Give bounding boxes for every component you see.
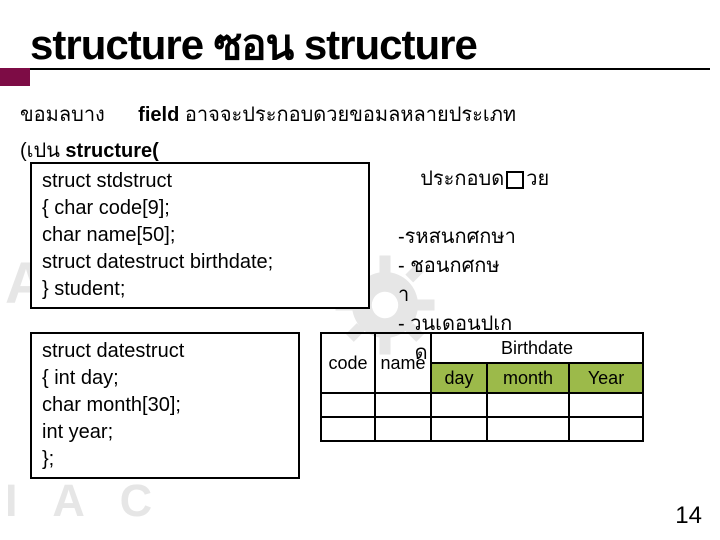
- subtitle-prefix: ขอมลบาง: [20, 104, 105, 126]
- cell: [431, 417, 487, 441]
- bullet-item: -รหสนกศกษา: [398, 223, 549, 252]
- bullet-item: า: [398, 281, 549, 310]
- cell: [431, 393, 487, 417]
- code-line: { int day;: [42, 365, 288, 392]
- th-month: month: [487, 363, 569, 393]
- birthdate-table: code name Birthdate day month Year: [320, 332, 644, 442]
- code-line: struct datestruct: [42, 338, 288, 365]
- code-line: char month[30];: [42, 392, 288, 419]
- th-code: code: [321, 333, 375, 393]
- code-block-datestruct: struct datestruct { int day; char month[…: [30, 332, 300, 479]
- subtitle2-bold: structure(: [65, 140, 158, 162]
- placeholder-glyph-icon: [506, 171, 524, 189]
- subtitle2-prefix: (เปน: [20, 140, 65, 162]
- cell: [487, 417, 569, 441]
- cell: [569, 417, 643, 441]
- page-title: structure ซอน structure: [30, 12, 700, 78]
- cell: [487, 393, 569, 417]
- bullet-text: วย: [526, 168, 549, 190]
- cell: [569, 393, 643, 417]
- code-line: { char code[9];: [42, 195, 358, 222]
- bg-letters: I A C: [5, 475, 164, 527]
- cell: [321, 417, 375, 441]
- bullet-item: ประกอบด วย: [398, 136, 549, 223]
- th-day: day: [431, 363, 487, 393]
- code-line: struct datestruct birthdate;: [42, 249, 358, 276]
- bullet-text: ประกอบด: [420, 168, 504, 190]
- page-number: 14: [675, 502, 702, 530]
- code-line: char name[50];: [42, 222, 358, 249]
- cell: [321, 393, 375, 417]
- code-line: int year;: [42, 419, 288, 446]
- th-birthdate: Birthdate: [431, 333, 643, 363]
- code-line: struct stdstruct: [42, 168, 358, 195]
- code-line: };: [42, 446, 288, 473]
- subtitle-bold: field: [138, 104, 179, 126]
- subtitle: ขอมลบาง field อาจจะประกอบดวยขอมลหลายประเ…: [20, 98, 700, 130]
- code-block-stdstruct: struct stdstruct { char code[9]; char na…: [30, 162, 370, 309]
- accent-bar: [0, 68, 30, 86]
- bullet-item: - ชอนกศกษ: [398, 252, 549, 281]
- cell: [375, 417, 431, 441]
- code-line: } student;: [42, 276, 358, 303]
- th-year: Year: [569, 363, 643, 393]
- cell: [375, 393, 431, 417]
- subtitle-rest: อาจจะประกอบดวยขอมลหลายประเภท: [179, 104, 516, 126]
- th-name: name: [375, 333, 431, 393]
